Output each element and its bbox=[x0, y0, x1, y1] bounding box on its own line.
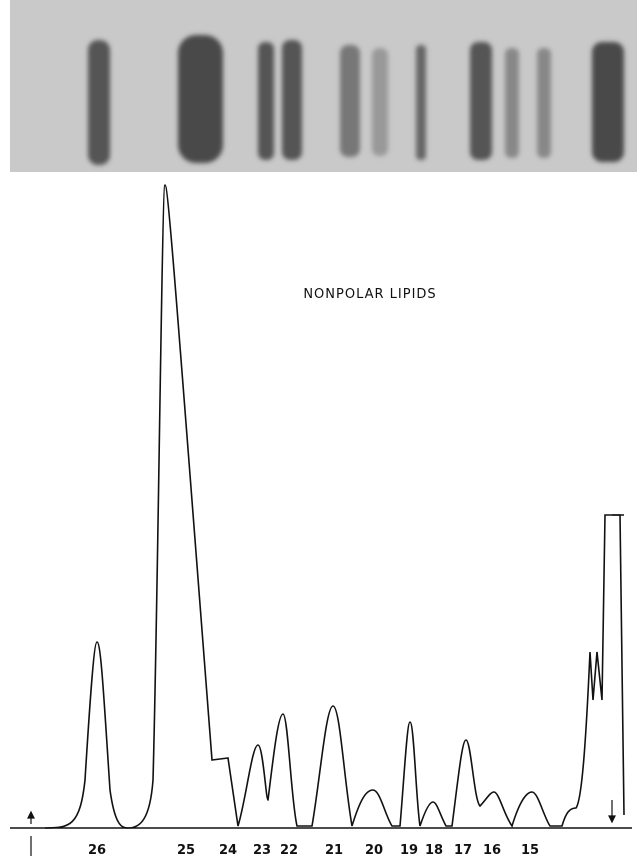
peak-label: 16 bbox=[483, 843, 501, 858]
peak-labels: 26 25 24 23 22 21 20 19 18 17 16 15 bbox=[88, 843, 539, 858]
markers bbox=[27, 800, 616, 856]
peak-label: 22 bbox=[280, 843, 298, 858]
peak-label: 18 bbox=[425, 843, 443, 858]
peak-label: 21 bbox=[325, 843, 343, 858]
peak-label: 25 bbox=[177, 843, 195, 858]
gel-strip bbox=[10, 0, 637, 172]
chart-title: NONPOLAR LIPIDS bbox=[303, 287, 436, 302]
peak-label: 17 bbox=[454, 843, 472, 858]
peak-label: 15 bbox=[521, 843, 539, 858]
peak-label: 20 bbox=[365, 843, 383, 858]
trace bbox=[44, 184, 625, 829]
peak-label: 26 bbox=[88, 843, 106, 858]
peak-label: 19 bbox=[400, 843, 418, 858]
peak-label: 24 bbox=[219, 843, 237, 858]
peak-label: 23 bbox=[253, 843, 271, 858]
